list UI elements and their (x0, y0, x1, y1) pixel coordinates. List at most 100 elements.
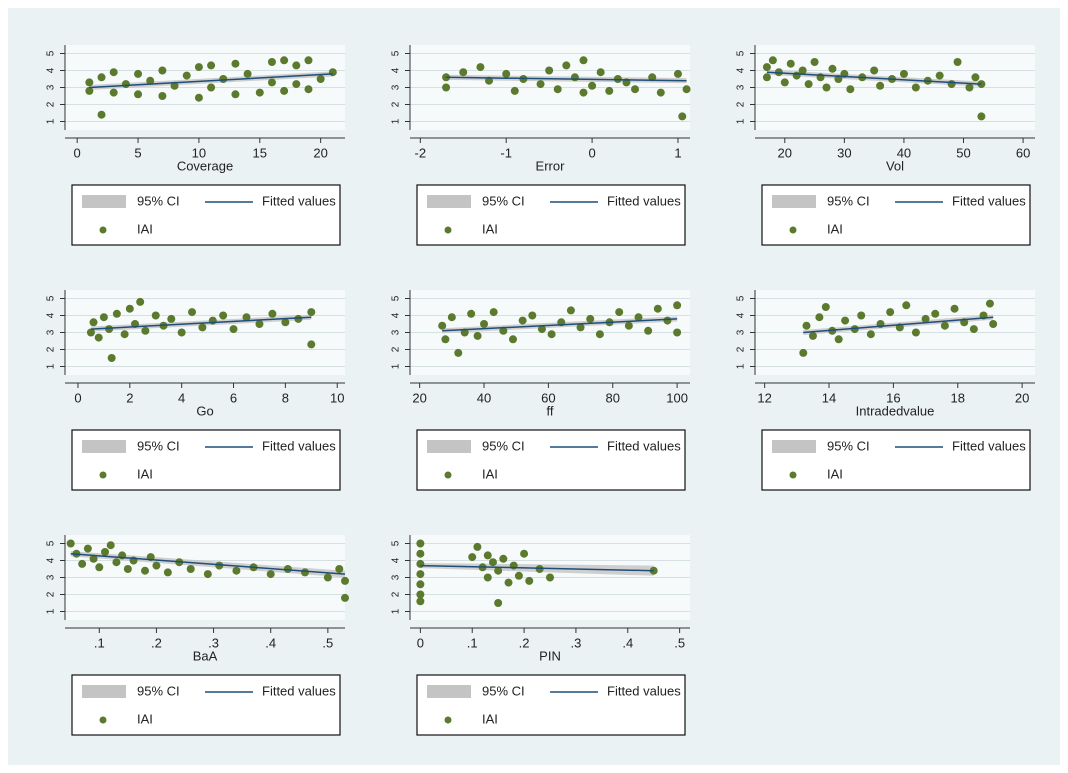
fitted-line (90, 316, 312, 330)
data-point (416, 597, 425, 606)
legend-swatch (772, 440, 816, 453)
data-point (810, 58, 819, 66)
data-point (152, 561, 161, 570)
data-point (123, 565, 132, 573)
y-tick-label: 3 (391, 574, 402, 580)
y-tick-label: 1 (736, 118, 747, 124)
x-tick-label: 0 (74, 390, 81, 405)
data-point (786, 59, 795, 68)
fitted-line (446, 76, 687, 82)
x-tick-label: 15 (253, 145, 267, 160)
data-point (656, 88, 665, 97)
x-tick-label: 80 (606, 390, 620, 405)
y-tick-label: 2 (736, 346, 747, 352)
x-tick-label: .1 (94, 635, 105, 650)
data-point (447, 313, 456, 322)
y-tick-label: 3 (736, 329, 747, 335)
x-axis-title: ff (547, 403, 554, 418)
data-point (494, 566, 503, 575)
data-point (494, 599, 503, 607)
data-point (280, 86, 289, 95)
x-axis-title: Intradedvalue (856, 403, 935, 418)
x-tick-label: 0 (417, 635, 424, 650)
data-point (673, 328, 682, 337)
data-point (762, 73, 771, 82)
legend-label: 95% CI (827, 193, 870, 208)
data-point (112, 558, 121, 567)
x-axis-title: Coverage (177, 158, 233, 173)
data-point (441, 335, 450, 344)
data-point (467, 309, 476, 318)
data-point (170, 81, 179, 90)
data-point (579, 88, 588, 97)
y-tick-label: 5 (46, 540, 57, 546)
data-point (188, 308, 197, 317)
y-tick-label: 4 (46, 312, 57, 318)
y-tick-label: 1 (391, 118, 402, 124)
data-point (483, 573, 492, 582)
data-point (502, 69, 511, 78)
data-point (85, 86, 94, 95)
data-point (841, 316, 850, 325)
data-point (546, 573, 554, 582)
data-point (553, 85, 562, 94)
data-point (86, 328, 95, 337)
figure-background (8, 8, 1060, 765)
x-tick-label: .3 (571, 635, 582, 650)
data-point (828, 64, 837, 73)
data-point (323, 573, 332, 582)
data-point (947, 80, 956, 89)
data-point (798, 66, 807, 75)
data-point (985, 299, 994, 308)
data-point (203, 570, 212, 579)
data-point (547, 330, 556, 339)
data-point (301, 568, 309, 577)
data-point (304, 56, 313, 65)
x-axis-title: Vol (886, 158, 904, 173)
legend-label: IAI (482, 711, 498, 726)
legend-label: IAI (482, 466, 498, 481)
data-point (335, 565, 344, 573)
data-point (97, 73, 106, 82)
data-point (663, 316, 672, 325)
x-axis-title: BaA (193, 648, 218, 663)
legend-label: Fitted values (952, 438, 1026, 453)
legend-label: 95% CI (482, 683, 525, 698)
x-tick-label: .4 (265, 635, 276, 650)
data-point (648, 73, 657, 82)
data-point (562, 61, 571, 70)
x-axis-title: Error (536, 158, 566, 173)
data-point (673, 69, 682, 78)
y-tick-label: 2 (391, 346, 402, 352)
data-point (186, 565, 195, 573)
data-point (307, 308, 316, 317)
y-tick-label: 3 (736, 84, 747, 90)
y-tick-label: 3 (46, 329, 57, 335)
panel: 1 2 3 4 5 20 40 60 80 100 ff 95% CI Fitted values IAI (391, 290, 690, 491)
fitted-line (70, 552, 346, 575)
data-point (134, 69, 143, 78)
x-tick-label: .2 (151, 635, 162, 650)
data-point (588, 81, 597, 90)
data-point (267, 58, 276, 66)
data-point (468, 553, 477, 562)
data-point (935, 71, 944, 80)
x-tick-label: .4 (622, 635, 633, 650)
x-tick-label: 1 (674, 145, 681, 160)
data-point (514, 571, 523, 580)
data-point (473, 542, 482, 551)
data-point (280, 56, 289, 65)
y-tick-label: 1 (46, 363, 57, 369)
data-point (95, 563, 104, 572)
y-tick-label: 4 (391, 312, 402, 318)
legend-label: IAI (137, 466, 153, 481)
data-point (112, 309, 121, 318)
data-point (194, 63, 203, 72)
data-point (281, 318, 290, 327)
data-point (808, 331, 817, 340)
legend-swatch (427, 440, 471, 453)
legend-label: 95% CI (482, 193, 525, 208)
data-point (834, 335, 843, 344)
y-tick-label: 5 (736, 295, 747, 301)
